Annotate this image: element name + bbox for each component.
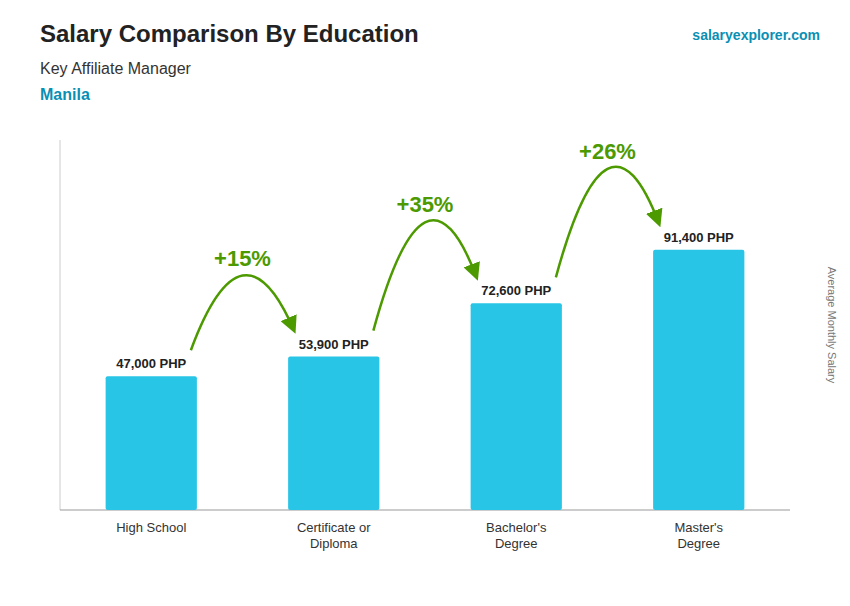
brand: salaryexplorer.com: [692, 27, 820, 43]
data-label: 47,000 PHP: [116, 356, 186, 371]
x-tick-label: High School: [116, 520, 186, 535]
growth-label: +15%: [214, 246, 271, 271]
subtitle: Manila: [40, 86, 90, 103]
chart-container: Salary Comparison By Education Key Affili…: [0, 0, 850, 606]
growth-arrow: [191, 275, 294, 350]
bar: [653, 250, 744, 510]
growth-arrow: [373, 220, 476, 330]
y-axis-label: Average Monthly Salary: [826, 267, 838, 384]
bar: [288, 357, 379, 510]
x-tick-label: Bachelor'sDegree: [486, 520, 547, 551]
x-tick-label: Certificate orDiploma: [297, 520, 371, 551]
bar: [471, 303, 562, 510]
chart: Salary Comparison By Education Key Affili…: [0, 0, 850, 606]
data-label: 72,600 PHP: [481, 283, 551, 298]
growth-label: +35%: [397, 192, 454, 217]
data-label: 91,400 PHP: [664, 230, 734, 245]
subtitle: Key Affiliate Manager: [40, 60, 192, 77]
bar: [106, 376, 197, 510]
growth-arrow: [556, 167, 659, 278]
growth-label: +26%: [579, 139, 636, 164]
title: Salary Comparison By Education: [40, 20, 419, 47]
bars: [106, 250, 745, 510]
data-label: 53,900 PHP: [299, 337, 369, 352]
y-axis-line: [60, 140, 61, 510]
x-tick-label: Master'sDegree: [674, 520, 723, 551]
